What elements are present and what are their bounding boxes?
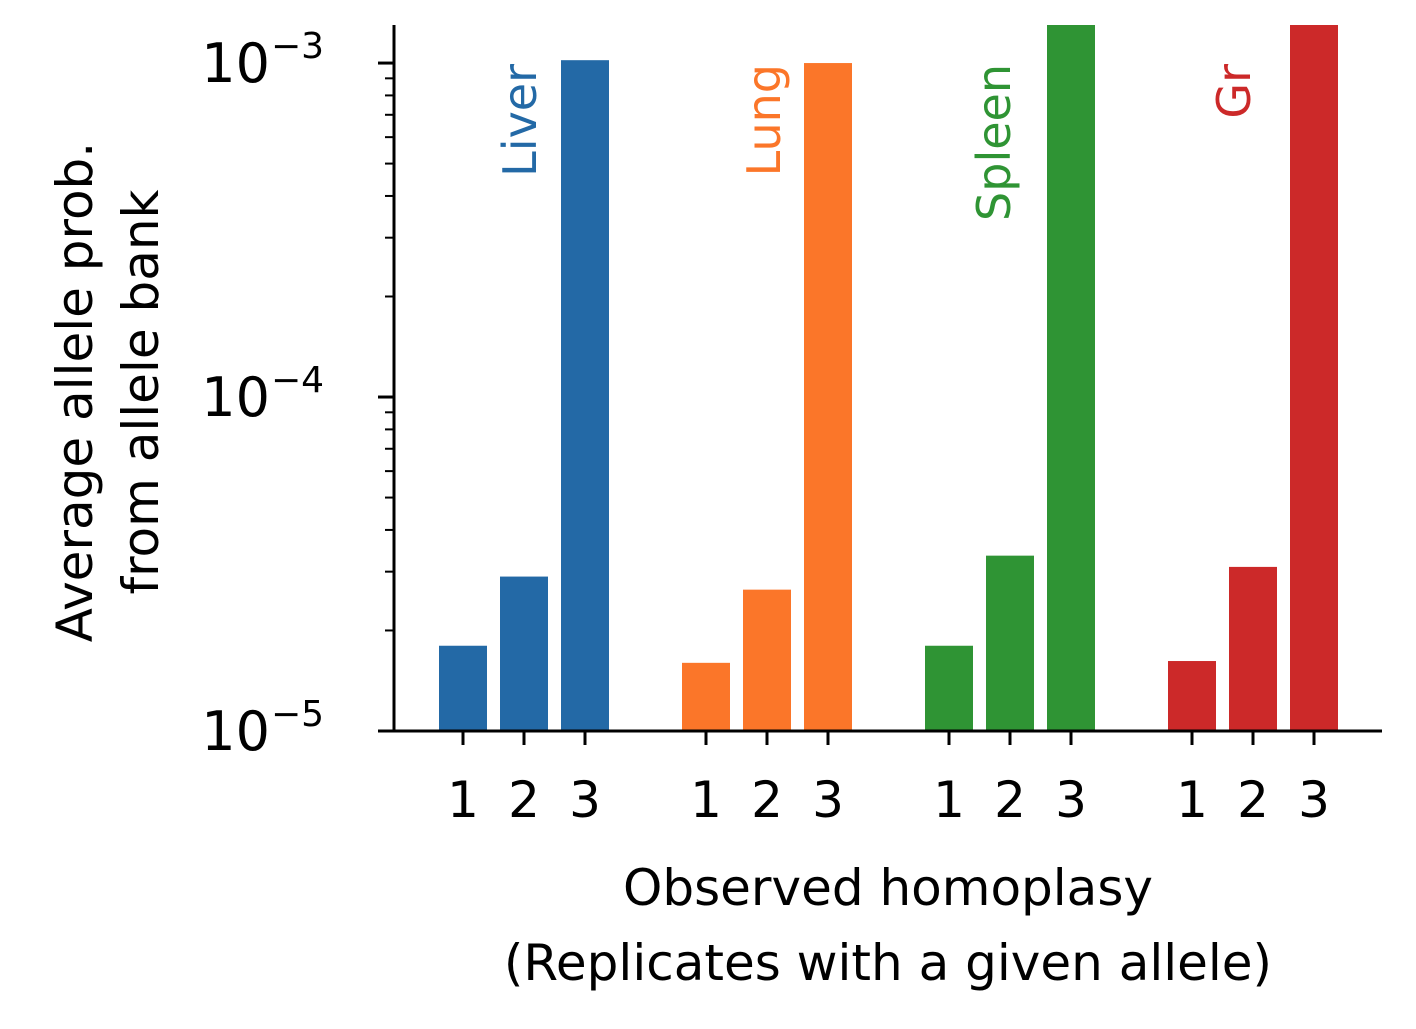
x-tick-label: 1: [933, 771, 965, 829]
bar-spleen-3: [1047, 25, 1095, 731]
bar-gr-1: [1168, 661, 1216, 731]
y-tick-exponent: −3: [271, 26, 324, 67]
bar-gr-3: [1290, 25, 1338, 731]
y-axis-title-line: from allele bank: [112, 189, 170, 594]
x-tick-label: 3: [1298, 771, 1330, 829]
axes: 1 2 3 1 2 3 1 2 3 1 2 310−510−410−3: [201, 25, 1382, 829]
series-liver: [439, 60, 609, 732]
bar-lung-3: [804, 63, 852, 731]
x-tick-label: 1: [690, 771, 722, 829]
series-lung: [682, 63, 852, 731]
bars: [439, 25, 1338, 732]
x-tick-label: 2: [1237, 771, 1269, 829]
series-spleen: [925, 25, 1095, 731]
x-tick-label: 3: [1055, 771, 1087, 829]
y-tick-label: 10: [201, 32, 270, 95]
y-tick-exponent: −4: [271, 360, 324, 401]
series-gr: [1168, 25, 1338, 731]
series-labels: Liver Lung Spleen Gr: [493, 64, 1261, 221]
x-tick-label: 2: [994, 771, 1026, 829]
x-tick-label: 1: [447, 771, 479, 829]
series-label-gr: Gr: [1207, 64, 1261, 119]
y-axis-title-line: Average allele prob.: [46, 142, 104, 642]
x-tick-label: 2: [508, 771, 540, 829]
x-axis-title-line: Observed homoplasy: [623, 859, 1153, 917]
bar-lung-1: [682, 662, 730, 731]
axis-titles: Average allele prob. from allele bank Obse…: [46, 142, 1272, 992]
y-tick-exponent: −5: [271, 694, 324, 735]
x-tick-label: 1: [1176, 771, 1208, 829]
bar-lung-2: [743, 589, 791, 731]
bar-liver-3: [561, 60, 609, 732]
bar-liver-1: [439, 645, 487, 731]
y-tick-label: 10: [201, 366, 270, 429]
bar-spleen-2: [986, 555, 1034, 731]
bar-gr-2: [1229, 566, 1277, 731]
x-axis-title-line: (Replicates with a given allele): [504, 934, 1272, 992]
series-label-liver: Liver: [493, 64, 547, 177]
bar-liver-2: [500, 576, 548, 731]
series-label-lung: Lung: [737, 64, 791, 176]
bar-spleen-1: [925, 645, 973, 731]
series-label-spleen: Spleen: [967, 64, 1021, 221]
x-tick-label: 3: [812, 771, 844, 829]
x-tick-label: 2: [751, 771, 783, 829]
x-tick-label: 3: [569, 771, 601, 829]
y-tick-label: 10: [201, 700, 270, 763]
